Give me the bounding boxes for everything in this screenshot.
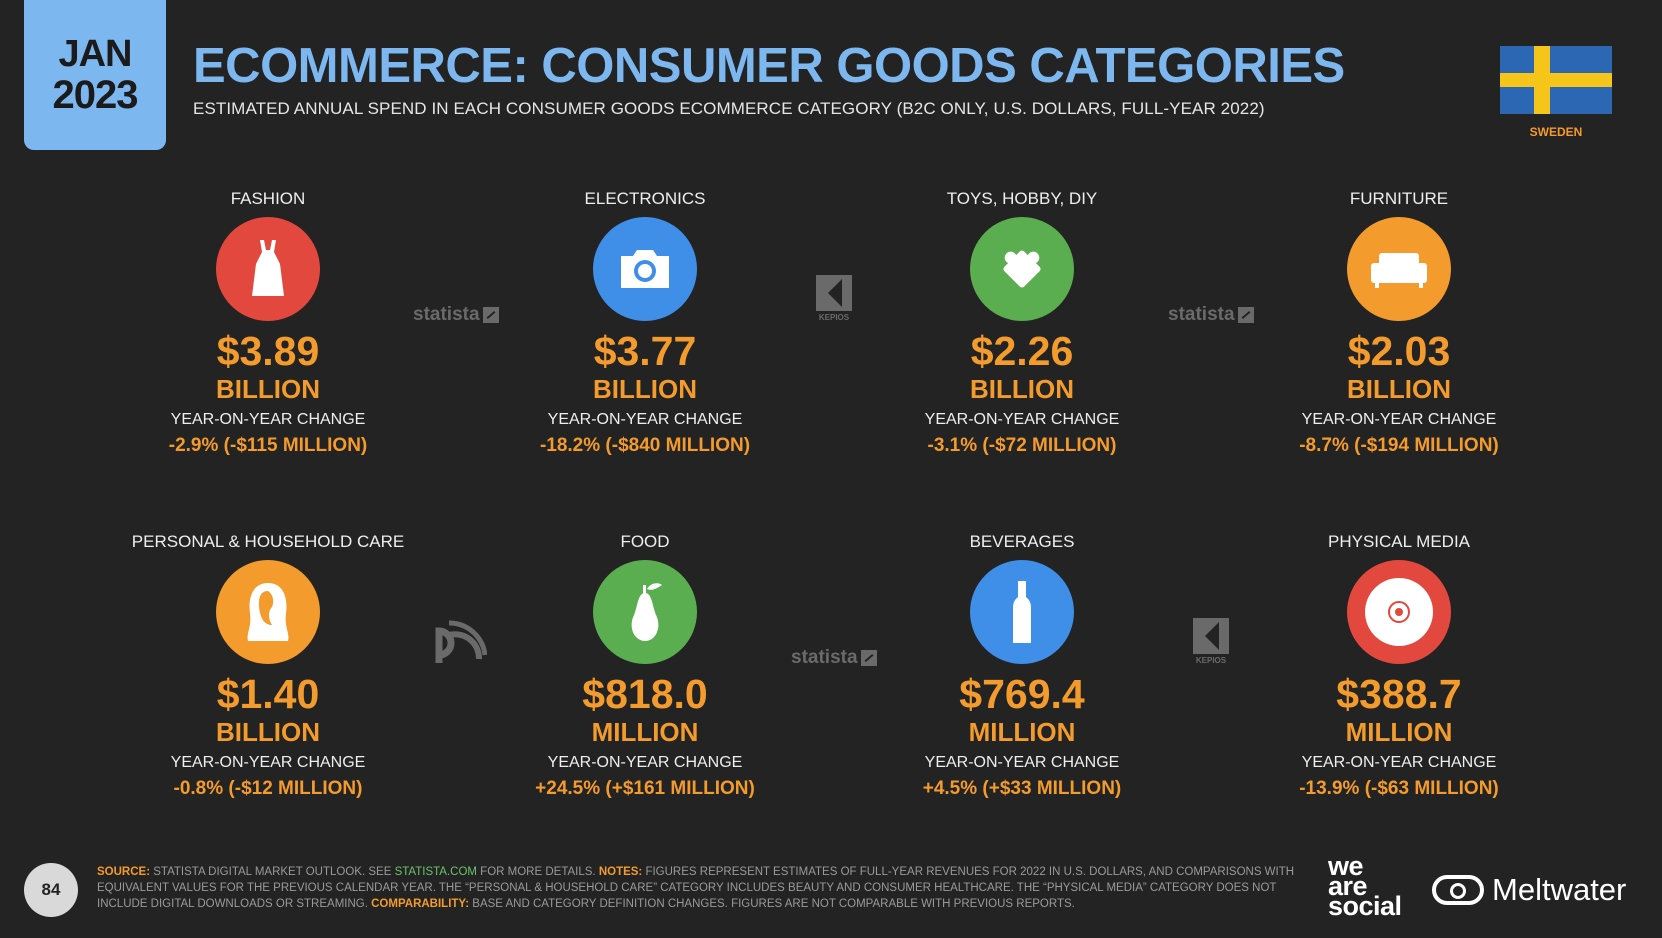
category-card: FASHION $3.89 BILLION YEAR-ON-YEAR CHANG… xyxy=(118,189,418,457)
category-card: TOYS, HOBBY, DIY $2.26 BILLION YEAR-ON-Y… xyxy=(872,189,1172,457)
category-value: $1.40 xyxy=(216,671,320,717)
category-name: TOYS, HOBBY, DIY xyxy=(946,189,1098,208)
yoy-change: -0.8% (-$12 MILLION) xyxy=(173,778,363,800)
meltwater-logo: Meltwater xyxy=(1432,872,1626,908)
statista-watermark: statista xyxy=(791,647,877,669)
kepios-watermark: KEPIOS xyxy=(1191,618,1231,665)
bottle-icon xyxy=(970,560,1074,664)
category-unit: MILLION xyxy=(968,717,1076,748)
yoy-change: +4.5% (+$33 MILLION) xyxy=(922,778,1122,800)
statista-link[interactable]: STATISTA.COM xyxy=(394,866,477,878)
category-card: FOOD $818.0 MILLION YEAR-ON-YEAR CHANGE … xyxy=(495,532,795,800)
yoy-label: YEAR-ON-YEAR CHANGE xyxy=(547,754,743,772)
yoy-label: YEAR-ON-YEAR CHANGE xyxy=(1301,411,1497,429)
meltwater-icon xyxy=(1432,875,1484,905)
category-card: ELECTRONICS $3.77 BILLION YEAR-ON-YEAR C… xyxy=(495,189,795,457)
yoy-label: YEAR-ON-YEAR CHANGE xyxy=(924,411,1120,429)
camera-icon xyxy=(593,217,697,321)
dress-icon xyxy=(216,217,320,321)
category-name: FURNITURE xyxy=(1349,189,1449,208)
yoy-change: -2.9% (-$115 MILLION) xyxy=(168,435,368,457)
page-subtitle: ESTIMATED ANNUAL SPEND IN EACH CONSUMER … xyxy=(193,99,1265,118)
pear-icon xyxy=(593,560,697,664)
footer-notes: SOURCE: STATISTA DIGITAL MARKET OUTLOOK.… xyxy=(97,866,1295,910)
puzzle-icon xyxy=(970,217,1074,321)
yoy-change: -13.9% (-$63 MILLION) xyxy=(1299,778,1499,800)
category-value: $818.0 xyxy=(582,671,708,717)
category-name: PERSONAL & HOUSEHOLD CARE xyxy=(131,532,405,551)
yoy-change: +24.5% (+$161 MILLION) xyxy=(535,778,755,800)
face-icon xyxy=(216,560,320,664)
sweden-flag-icon xyxy=(1500,46,1612,114)
date-year: 2023 xyxy=(52,73,139,117)
category-card: PERSONAL & HOUSEHOLD CARE $1.40 BILLION … xyxy=(118,532,418,800)
category-unit: MILLION xyxy=(591,717,699,748)
category-unit: BILLION xyxy=(1347,374,1451,405)
date-badge: JAN 2023 xyxy=(24,0,166,150)
statista-watermark: statista xyxy=(413,304,499,326)
category-unit: BILLION xyxy=(216,717,320,748)
category-value: $2.26 xyxy=(970,328,1074,374)
yoy-label: YEAR-ON-YEAR CHANGE xyxy=(170,411,366,429)
category-name: FASHION xyxy=(230,189,306,208)
category-unit: BILLION xyxy=(970,374,1074,405)
datareportal-watermark-icon xyxy=(435,615,488,672)
yoy-label: YEAR-ON-YEAR CHANGE xyxy=(1301,754,1497,772)
statista-watermark: statista xyxy=(1168,304,1254,326)
yoy-label: YEAR-ON-YEAR CHANGE xyxy=(924,754,1120,772)
category-card: BEVERAGES $769.4 MILLION YEAR-ON-YEAR CH… xyxy=(872,532,1172,800)
category-card: FURNITURE $2.03 BILLION YEAR-ON-YEAR CHA… xyxy=(1249,189,1549,457)
category-unit: BILLION xyxy=(216,374,320,405)
category-name: FOOD xyxy=(620,532,670,551)
kepios-watermark: KEPIOS xyxy=(814,275,854,322)
category-unit: MILLION xyxy=(1345,717,1453,748)
category-value: $769.4 xyxy=(959,671,1085,717)
category-name: ELECTRONICS xyxy=(584,189,706,208)
category-value: $3.89 xyxy=(216,328,320,374)
page-number: 84 xyxy=(24,863,78,917)
yoy-change: -18.2% (-$840 MILLION) xyxy=(539,435,751,457)
category-name: PHYSICAL MEDIA xyxy=(1327,532,1471,551)
page-title: ECOMMERCE: CONSUMER GOODS CATEGORIES xyxy=(193,39,1345,93)
yoy-change: -3.1% (-$72 MILLION) xyxy=(927,435,1117,457)
we-are-social-logo: we are social xyxy=(1328,851,1402,921)
category-card: PHYSICAL MEDIA $388.7 MILLION YEAR-ON-YE… xyxy=(1249,532,1549,800)
yoy-label: YEAR-ON-YEAR CHANGE xyxy=(170,754,366,772)
disc-icon xyxy=(1347,560,1451,664)
yoy-label: YEAR-ON-YEAR CHANGE xyxy=(547,411,743,429)
category-unit: BILLION xyxy=(593,374,697,405)
sofa-icon xyxy=(1347,217,1451,321)
category-value: $2.03 xyxy=(1347,328,1451,374)
category-name: BEVERAGES xyxy=(969,532,1075,551)
category-value: $3.77 xyxy=(593,328,697,374)
country-label: SWEDEN xyxy=(1529,125,1583,139)
date-month: JAN xyxy=(58,33,132,75)
yoy-change: -8.7% (-$194 MILLION) xyxy=(1299,435,1499,457)
category-value: $388.7 xyxy=(1336,671,1462,717)
